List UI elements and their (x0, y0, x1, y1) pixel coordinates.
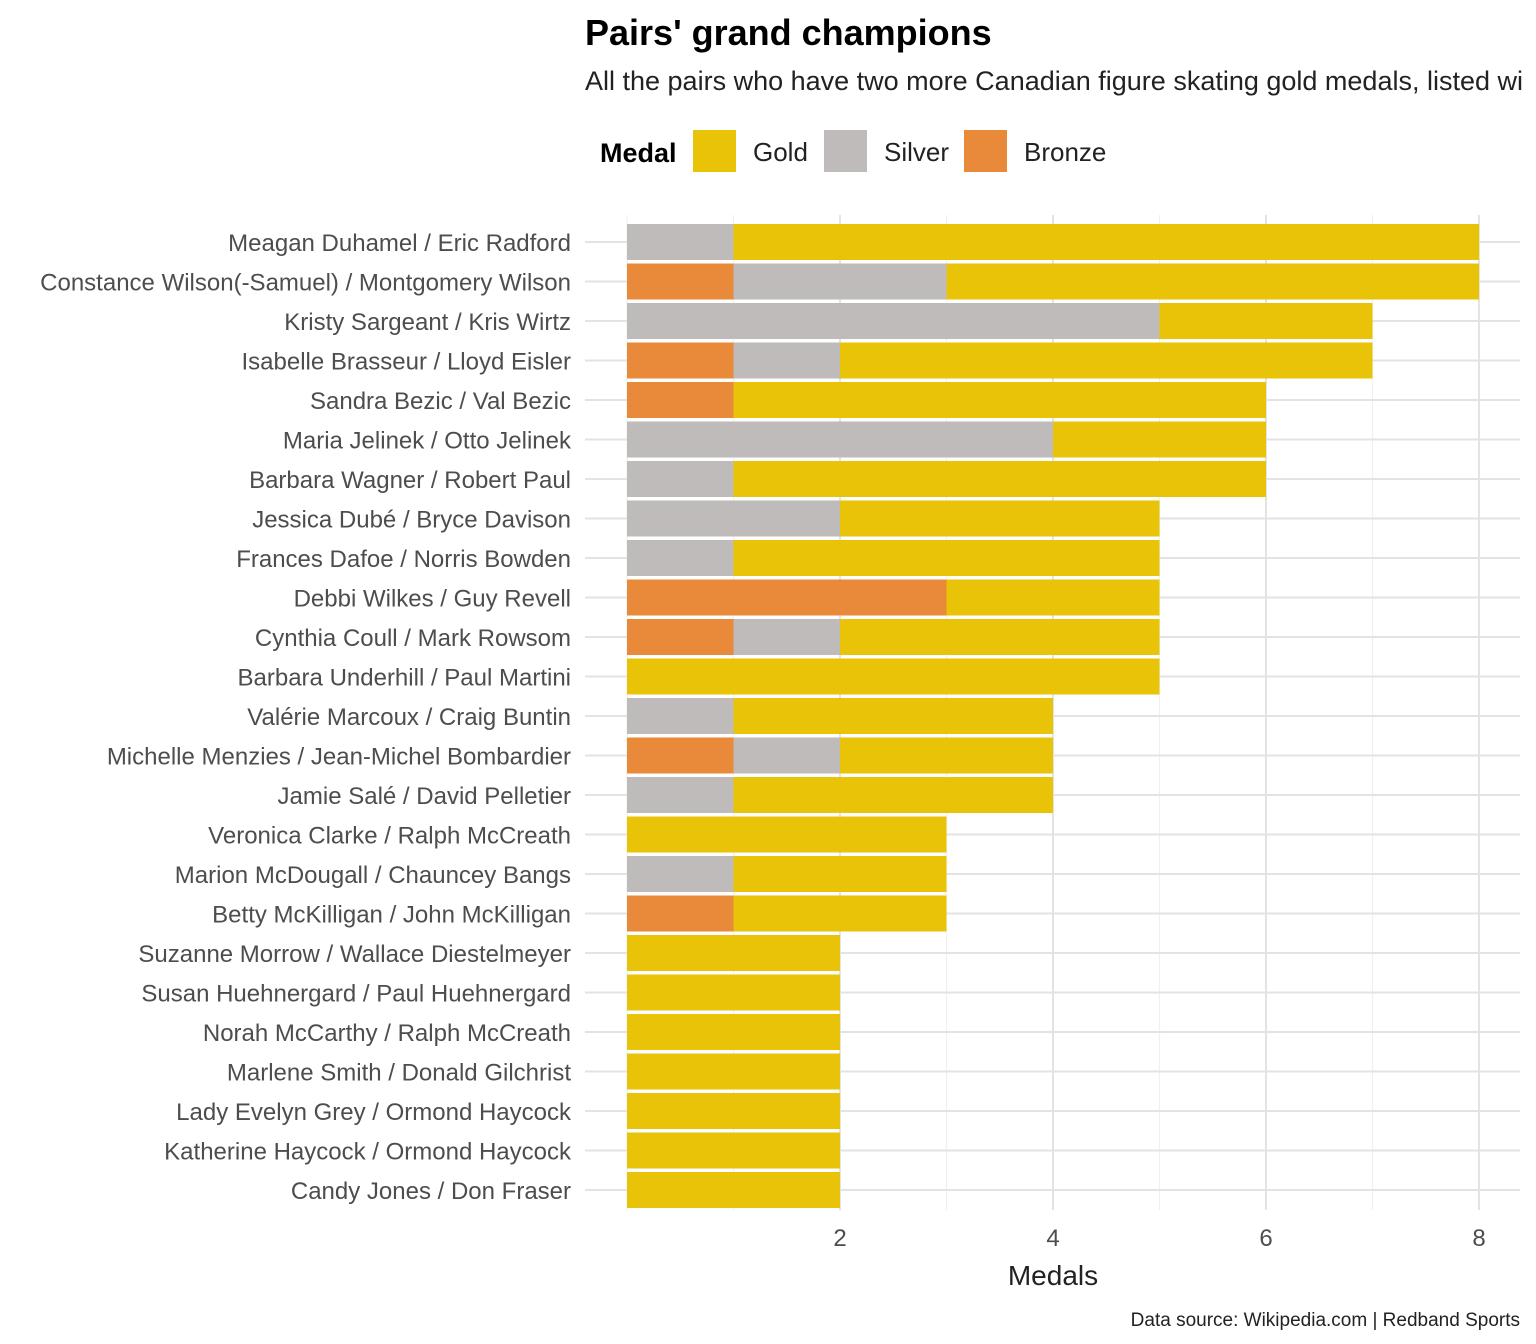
category-label: Debbi Wilkes / Guy Revell (294, 586, 571, 613)
category-label: Barbara Wagner / Robert Paul (249, 467, 571, 494)
bar-gold (1053, 421, 1266, 458)
category-label: Lady Evelyn Grey / Ormond Haycock (176, 1099, 572, 1126)
x-axis-title: Medals (1008, 1260, 1098, 1291)
legend-label-gold: Gold (753, 137, 808, 167)
bar-gold (627, 1014, 840, 1050)
x-tick-label: 2 (833, 1225, 846, 1252)
category-label: Candy Jones / Don Fraser (291, 1178, 571, 1205)
bar-gold (627, 974, 840, 1011)
category-label: Sandra Bezic / Val Bezic (310, 388, 571, 415)
bar-silver (627, 856, 734, 892)
legend-swatch-silver (824, 130, 867, 172)
bar-silver (627, 698, 734, 734)
bar-silver (627, 461, 734, 497)
bar-bronze (627, 579, 947, 616)
bar-gold (627, 1172, 840, 1208)
bar-silver (733, 342, 840, 379)
bar-gold (946, 263, 1479, 300)
bar-silver (733, 619, 840, 655)
legend-title: Medal (600, 138, 677, 168)
bar-gold (627, 816, 947, 853)
category-label: Cynthia Coull / Mark Rowsom (255, 625, 571, 652)
bar-gold (627, 658, 1160, 695)
category-labels: Meagan Duhamel / Eric Radford Constance W… (40, 230, 572, 1205)
bar-bronze (627, 382, 734, 418)
bar-gold (733, 461, 1266, 497)
bar-silver (627, 421, 1053, 458)
x-tick-label: 4 (1046, 1225, 1059, 1252)
bar-gold (946, 579, 1160, 616)
bar-silver (627, 540, 734, 576)
legend-label-silver: Silver (884, 137, 949, 167)
chart-subtitle: All the pairs who have two more Canadian… (585, 66, 1523, 96)
category-label: Jamie Salé / David Pelletier (278, 783, 571, 810)
category-label: Susan Huehnergard / Paul Huehnergard (141, 981, 571, 1008)
bar-gold (733, 224, 1479, 260)
bar-silver (733, 263, 947, 300)
bar-bronze (627, 619, 734, 655)
bar-gold (733, 698, 1053, 734)
bar-silver (627, 224, 734, 260)
bar-gold (840, 500, 1160, 537)
x-axis-ticks: 2 4 6 8 (833, 1225, 1485, 1252)
category-label: Meagan Duhamel / Eric Radford (228, 230, 571, 257)
x-tick-label: 6 (1259, 1225, 1272, 1252)
category-label: Frances Dafoe / Norris Bowden (236, 546, 571, 573)
bar-gold (840, 737, 1053, 774)
bar-silver (733, 737, 840, 774)
category-label: Veronica Clarke / Ralph McCreath (208, 823, 571, 850)
bar-gold (627, 935, 840, 971)
category-label: Barbara Underhill / Paul Martini (238, 665, 571, 692)
bar-silver (627, 303, 1160, 339)
category-label: Suzanne Morrow / Wallace Diestelmeyer (138, 941, 571, 968)
bar-bronze (627, 895, 734, 932)
category-label: Norah McCarthy / Ralph McCreath (203, 1020, 571, 1047)
category-label: Marion McDougall / Chauncey Bangs (175, 862, 571, 889)
category-label: Kristy Sargeant / Kris Wirtz (284, 309, 571, 336)
bar-gold (840, 342, 1373, 379)
legend-swatch-bronze (964, 130, 1007, 172)
bar-gold (627, 1053, 840, 1090)
bar-gold (840, 619, 1160, 655)
category-label: Jessica Dubé / Bryce Davison (252, 507, 571, 534)
category-label: Constance Wilson(-Samuel) / Montgomery W… (40, 270, 571, 297)
bar-bronze (627, 342, 734, 379)
chart-title: Pairs' grand champions (585, 12, 992, 53)
category-label: Maria Jelinek / Otto Jelinek (283, 428, 572, 455)
x-tick-label: 8 (1472, 1225, 1485, 1252)
bar-gold (627, 1132, 840, 1169)
bar-bronze (627, 263, 734, 300)
bar-silver (627, 500, 840, 537)
legend-items: Gold Silver Bronze (693, 130, 1106, 172)
category-label: Valérie Marcoux / Craig Buntin (247, 704, 571, 731)
category-label: Betty McKilligan / John McKilligan (212, 902, 571, 929)
legend-swatch-gold (693, 130, 736, 172)
bar-gold (733, 895, 947, 932)
bar-gold (733, 856, 947, 892)
legend: Medal Gold Silver Bronze (600, 130, 1106, 172)
category-label: Marlene Smith / Donald Gilchrist (227, 1060, 571, 1087)
category-label: Katherine Haycock / Ormond Haycock (164, 1139, 572, 1166)
legend-label-bronze: Bronze (1024, 137, 1106, 167)
bar-bronze (627, 737, 734, 774)
bar-gold (1159, 303, 1373, 339)
bar-silver (627, 777, 734, 813)
bar-gold (733, 382, 1266, 418)
bar-gold (733, 777, 1053, 813)
bar-gold (733, 540, 1160, 576)
caption: Data source: Wikipedia.com | Redband Spo… (1131, 1310, 1520, 1331)
category-label: Michelle Menzies / Jean-Michel Bombardie… (107, 744, 571, 771)
category-label: Isabelle Brasseur / Lloyd Eisler (242, 349, 571, 376)
bar-gold (627, 1093, 840, 1129)
bars (627, 224, 1479, 1208)
